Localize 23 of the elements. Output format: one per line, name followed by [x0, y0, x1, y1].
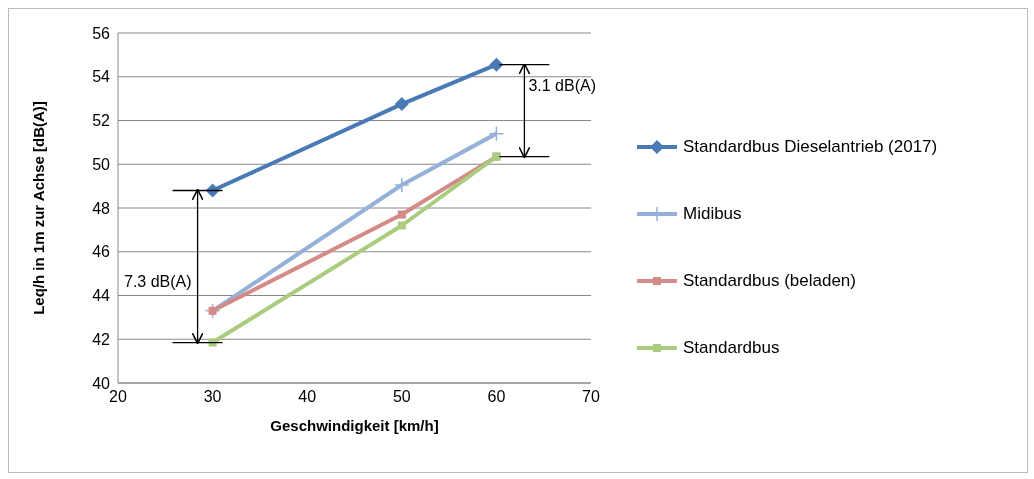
legend-label: Standardbus Dieselantrieb (2017) — [683, 137, 938, 157]
y-tick-label: 52 — [92, 112, 111, 130]
x-tick-label: 20 — [109, 388, 127, 406]
legend-label: Midibus — [683, 204, 742, 224]
y-tick-label: 56 — [92, 24, 111, 42]
y-tick-label: 54 — [92, 68, 111, 86]
annotation: 7.3 dB(A) — [124, 272, 192, 290]
y-tick-label: 40 — [92, 374, 111, 392]
x-tick-label: 40 — [298, 388, 317, 406]
y-tick-label: 50 — [92, 155, 111, 173]
y-tick-label: 46 — [92, 243, 111, 261]
legend-label: Standardbus — [683, 338, 780, 358]
x-tick-label: 60 — [487, 388, 506, 406]
y-tick-label: 48 — [92, 199, 111, 217]
x-tick-label: 50 — [392, 388, 411, 406]
y-tick-label: 42 — [92, 330, 111, 348]
x-tick-label: 70 — [582, 388, 600, 406]
x-axis-title: Geschwindigkeit [km/h] — [270, 417, 439, 434]
y-tick-label: 44 — [92, 287, 111, 305]
y-axis-title: Leq/h in 1m zur Achse [dB(A)] — [30, 101, 48, 315]
annotation: 3.1 dB(A) — [528, 76, 596, 94]
legend-label: Standardbus (beladen) — [683, 271, 856, 291]
x-tick-label: 30 — [203, 388, 222, 406]
